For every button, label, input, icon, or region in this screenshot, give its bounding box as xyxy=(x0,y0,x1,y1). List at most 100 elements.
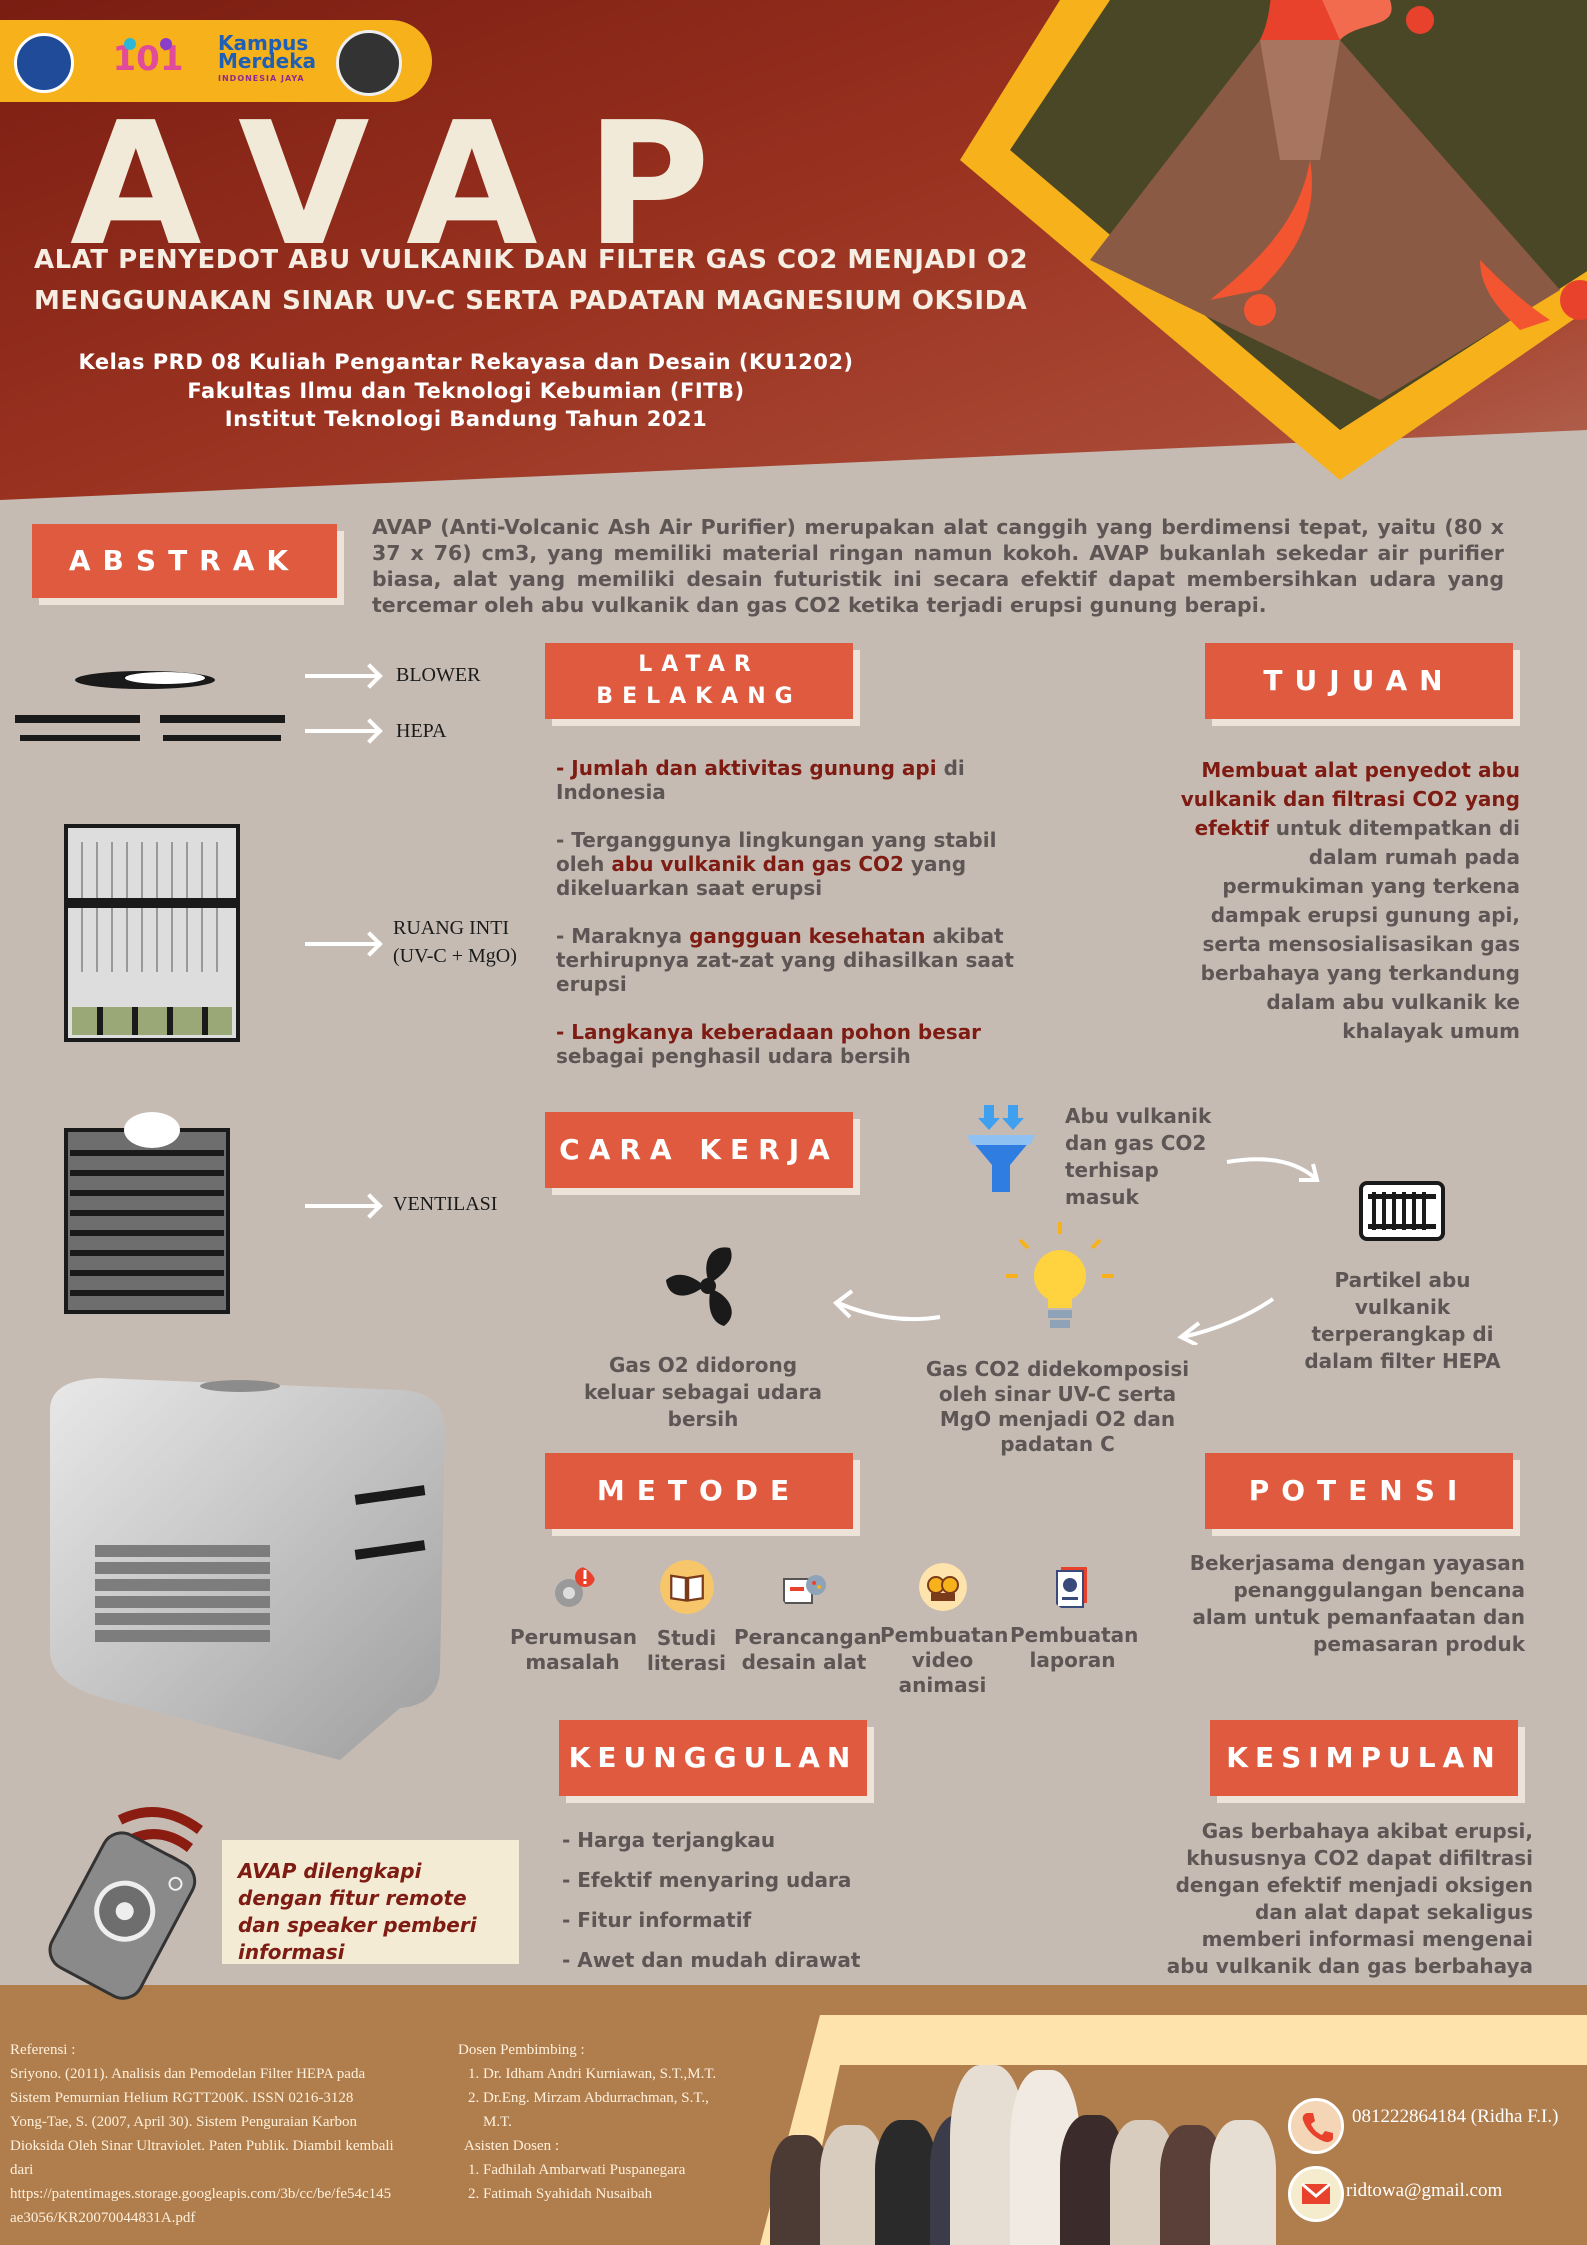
advisors: Dosen Pembimbing : 1. Dr. Idham Andri Ku… xyxy=(458,2038,778,2206)
cara-kerja-step-3: Gas CO2 didekomposisi oleh sinar UV-C se… xyxy=(925,1357,1190,1456)
team-photo xyxy=(760,2060,1280,2245)
advisor-item: 1. Dr. Idham Andri Kurniawan, S.T.,M.T. xyxy=(468,2066,717,2082)
reference-line: dari xyxy=(10,2162,34,2178)
core-chamber-illustration xyxy=(64,824,240,1042)
itb-logo xyxy=(14,33,74,93)
reference-line: Sriyono. (2011). Analisis dan Pemodelan … xyxy=(10,2066,366,2082)
abstrak-text: AVAP (Anti-Volcanic Ash Air Purifier) me… xyxy=(372,515,1504,617)
abstrak-heading: ABSTRAK xyxy=(32,524,337,598)
metode-item-label: Pembuatan video animasi xyxy=(880,1623,1009,1697)
flow-arrow-3 xyxy=(832,1289,941,1322)
remote-note-text: AVAP dilengkapi dengan fitur remote dan … xyxy=(238,1859,477,1964)
light-bulb-icon xyxy=(1006,1222,1114,1328)
latar-belakang-item-text: di Indonesia xyxy=(556,756,965,804)
cara-kerja-heading: CARA KERJA xyxy=(545,1112,853,1188)
advisor-item: 2. Dr.Eng. Mirzam Abdurrachman, S.T., xyxy=(468,2090,709,2106)
flow-arrow-2 xyxy=(1177,1297,1275,1345)
metode-item-label: Perancangan desain alat xyxy=(734,1625,882,1674)
cara-kerja-step-4: Gas O2 didorong keluar sebagai udara ber… xyxy=(583,1353,823,1431)
latar-belakang-heading-line-1: LATAR xyxy=(638,652,760,677)
advisor-item: M.T. xyxy=(468,2114,512,2130)
latar-belakang-item-accent: abu vulkanik dan gas CO2 xyxy=(611,852,904,876)
design-tools-icon xyxy=(783,1575,826,1604)
blower-hepa-illustration xyxy=(15,671,285,741)
kesimpulan-text: Gas berbahaya akibat erupsi, khususnya C… xyxy=(1166,1819,1533,1978)
hepa-label: HEPA xyxy=(396,720,447,742)
latar-belakang-item-text: sebagai penghasil udara bersih xyxy=(556,1044,911,1068)
latar-belakang-item: - Terganggunya lingkungan yang stabil ol… xyxy=(556,828,1026,900)
kampus-merdeka-text: Kampus xyxy=(218,31,309,55)
latar-belakang-heading: LATAR BELAKANG xyxy=(545,643,853,719)
core-label-line-2: (UV-C + MgO) xyxy=(393,945,517,967)
blower-arrow xyxy=(305,674,377,678)
svg-text:101: 101 xyxy=(113,39,184,79)
latar-belakang-item-text: - Terganggunya lingkungan yang stabil ol… xyxy=(556,828,997,876)
reference-line: https://patentimages.storage.googleapis.… xyxy=(10,2186,392,2202)
metode-item-5: Pembuatan laporan xyxy=(1010,1563,1139,1673)
contact-phone: 081222864184 (Ridha F.I.) xyxy=(1352,2106,1559,2127)
team-member xyxy=(875,2120,937,2245)
latar-belakang-item-text: yang dikeluarkan saat erupsi xyxy=(556,852,967,900)
film-reel-icon xyxy=(918,1563,967,1611)
tujuan-text-accent: Membuat alat penyedot abu vulkanik dan f… xyxy=(1180,758,1520,840)
latar-belakang-item-accent: - Jumlah dan aktivitas gunung api xyxy=(556,756,937,780)
reference-line: Yong-Tae, S. (2007, April 30). Sistem Pe… xyxy=(10,2114,357,2130)
class-info-line-2: Fakultas Ilmu dan Teknologi Kebumian (FI… xyxy=(187,379,745,403)
kampus-merdeka-logo: Kampus Merdeka INDONESIA JAYA xyxy=(218,31,328,90)
fan-icon xyxy=(666,1247,732,1326)
assistant-item: 1. Fadhilah Ambarwati Puspanegara xyxy=(468,2162,686,2178)
latar-belakang-item-accent: gangguan kesehatan xyxy=(689,924,926,948)
potensi-text: Bekerjasama dengan yayasan penanggulanga… xyxy=(1189,1551,1525,1656)
tujuan-text: Membuat alat penyedot abu vulkanik dan f… xyxy=(1175,756,1520,1046)
keunggulan-item: - Fitur informatif xyxy=(562,1908,752,1932)
references: Referensi : Sriyono. (2011). Analisis da… xyxy=(10,2038,460,2230)
keunggulan-heading: KEUNGGULAN xyxy=(559,1720,867,1796)
reference-line: Sistem Pemurnian Helium RGTT200K. ISSN 0… xyxy=(10,2090,354,2106)
main-title: AVAP xyxy=(70,86,759,284)
blower-label: BLOWER xyxy=(396,664,481,686)
cara-kerja-step-1: Abu vulkanik dan gas CO2 terhisap masuk xyxy=(1065,1104,1212,1209)
report-icon xyxy=(1055,1567,1087,1608)
metode-item-label: Pembuatan laporan xyxy=(1010,1623,1139,1672)
metode-item-label: Studi literasi xyxy=(647,1626,726,1675)
keunggulan-item: - Harga terjangkau xyxy=(562,1828,776,1852)
avap-device-render xyxy=(50,1378,445,1760)
hepa-arrow xyxy=(305,729,377,733)
metode-item-1: Perumusan masalah xyxy=(510,1565,637,1675)
team-member xyxy=(1210,2120,1276,2245)
keunggulan-item: - Efektif menyaring udara xyxy=(562,1868,852,1892)
ventilation-label: VENTILASI xyxy=(393,1193,498,1215)
keunggulan-item: - Awet dan mudah dirawat xyxy=(562,1948,861,1972)
latar-belakang-item-text: - Maraknya xyxy=(556,924,690,948)
class-info-line-3: Institut Teknologi Bandung Tahun 2021 xyxy=(224,407,708,431)
potensi-heading: POTENSI xyxy=(1205,1453,1513,1529)
tujuan-heading: TUJUAN xyxy=(1205,643,1513,719)
funnel-icon xyxy=(967,1105,1035,1192)
itb-101-logo: 101 xyxy=(108,30,188,88)
email-icon xyxy=(1288,2166,1344,2222)
latar-belakang-item-accent: - Langkanya keberadaan pohon besar xyxy=(556,1020,982,1044)
latar-belakang-item: - Jumlah dan aktivitas gunung api di Ind… xyxy=(556,756,1026,804)
class-info-line-1: Kelas PRD 08 Kuliah Pengantar Rekayasa d… xyxy=(78,350,854,374)
latar-belakang-heading-line-2: BELAKANG xyxy=(596,684,802,709)
flow-arrow-1 xyxy=(1226,1157,1320,1182)
assistants-title: Asisten Dosen : xyxy=(464,2138,559,2154)
ventilation-arrow xyxy=(305,1204,377,1208)
reference-line: Dioksida Oleh Sinar Ultraviolet. Paten P… xyxy=(10,2138,394,2154)
latar-belakang-list: - Jumlah dan aktivitas gunung api di Ind… xyxy=(556,756,1026,1068)
reference-line: ae3056/KR20070044831A.pdf xyxy=(10,2210,196,2226)
ventilation-illustration xyxy=(64,1112,230,1314)
advisors-title: Dosen Pembimbing : xyxy=(458,2042,585,2058)
remote-note-box: AVAP dilengkapi dengan fitur remote dan … xyxy=(222,1840,519,1964)
contact-email: ridtowa@gmail.com xyxy=(1346,2180,1503,2201)
core-label: RUANG INTI (UV-C + MgO) xyxy=(393,914,517,970)
metode-item-4: Pembuatan video animasi xyxy=(880,1563,1009,1698)
metode-item-3: Perancangan desain alat xyxy=(734,1565,882,1675)
tujuan-text-body: untuk ditempatkan di dalam rumah pada pe… xyxy=(1200,816,1520,1043)
latar-belakang-item: - Langkanya keberadaan pohon besar sebag… xyxy=(556,1020,1026,1068)
subtitle-line-2: MENGGUNAKAN SINAR UV-C SERTA PADATAN MAG… xyxy=(34,286,1028,316)
team-member xyxy=(820,2125,885,2245)
latar-belakang-item-text: akibat terhirupnya zat-zat yang dihasilk… xyxy=(556,924,1014,996)
faculty-logo xyxy=(336,30,402,96)
keunggulan-list: - Harga terjangkau - Efektif menyaring u… xyxy=(562,1820,860,1980)
